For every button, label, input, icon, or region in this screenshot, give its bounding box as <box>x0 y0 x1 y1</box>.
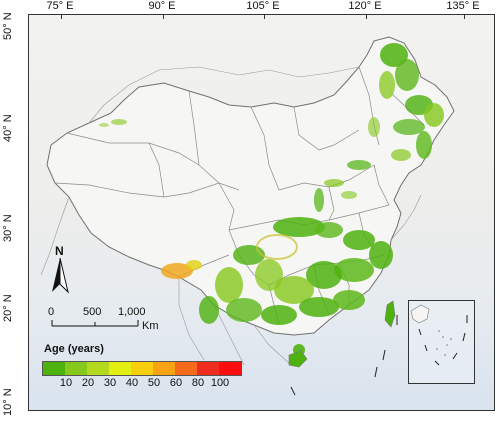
legend-class-label: 100 <box>210 377 230 389</box>
north-arrow-label: N <box>55 244 64 258</box>
legend-class-label: 80 <box>191 377 205 389</box>
lon-label: 105° E <box>246 0 280 12</box>
lon-label: 135° E <box>446 0 480 12</box>
legend-class-label: 10 <box>59 377 73 389</box>
legend-title: Age (years) <box>44 343 104 355</box>
lon-tick-mark <box>464 15 465 19</box>
lat-label: 20° N <box>2 294 14 322</box>
legend-swatch <box>87 362 109 375</box>
scale-bar: 0 500 1,000 Km <box>48 306 170 332</box>
inset-map <box>408 300 475 384</box>
scale-label-1000: 1,000 <box>118 306 146 318</box>
taiwan-island <box>384 300 396 328</box>
lon-tick-mark <box>61 15 62 19</box>
lon-label: 90° E <box>148 0 176 12</box>
lon-label: 120° E <box>348 0 382 12</box>
lon-tick-mark <box>366 15 367 19</box>
lat-label: 40° N <box>2 114 14 142</box>
legend-swatch <box>175 362 197 375</box>
legend-swatch <box>197 362 219 375</box>
legend-swatch <box>109 362 131 375</box>
legend-class-label: 60 <box>169 377 183 389</box>
lon-label: 75° E <box>46 0 74 12</box>
legend-swatch <box>131 362 153 375</box>
forest-patches <box>99 43 444 356</box>
legend-swatch <box>43 362 65 375</box>
lat-label: 10° N <box>2 388 14 416</box>
legend-swatch <box>219 362 241 375</box>
lon-tick-mark <box>264 15 265 19</box>
neighbor-boundaries <box>40 66 422 366</box>
legend-class-label: 40 <box>125 377 139 389</box>
map-frame <box>28 14 495 411</box>
legend-class-label: 50 <box>147 377 161 389</box>
south-china-sea-lines <box>290 315 398 396</box>
legend-color-bar <box>42 361 242 376</box>
legend-swatch <box>65 362 87 375</box>
lon-tick-mark <box>163 15 164 19</box>
scale-label-500: 500 <box>83 306 102 318</box>
lat-label: 50° N <box>2 12 14 40</box>
hainan-island <box>288 350 308 368</box>
legend-swatch <box>153 362 175 375</box>
legend-class-label: 30 <box>103 377 117 389</box>
scale-bar-line <box>51 320 139 327</box>
legend-class-label: 20 <box>81 377 95 389</box>
scale-unit: Km <box>142 320 159 332</box>
inset-map-canvas <box>410 304 468 366</box>
north-arrow-icon <box>52 257 69 294</box>
lat-label: 30° N <box>2 214 14 242</box>
map-canvas <box>40 36 455 396</box>
scale-label-0: 0 <box>48 306 55 318</box>
